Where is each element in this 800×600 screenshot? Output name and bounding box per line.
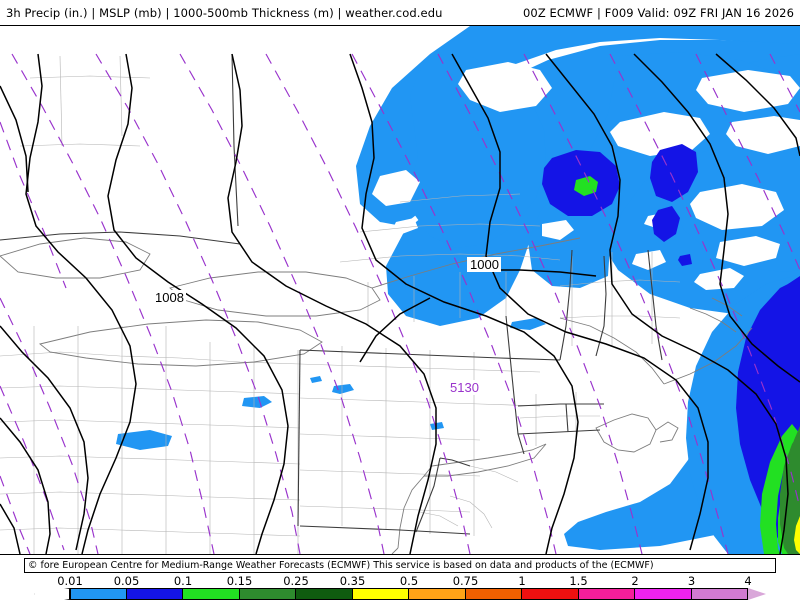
isobar-label-1000: 1000 [467,257,501,272]
precip-shading-layer [116,26,800,554]
isobar-label-1000-text: 1000 [470,257,499,272]
ecmwf-attribution: © fore European Centre for Medium-Range … [24,558,776,573]
mslp-isobars-layer [0,53,800,554]
colorbar-color-strip [0,588,800,600]
precip-band-0p05-nh [650,144,698,202]
header-right-model-info: 00Z ECMWF | F009 Valid: 09Z FRI JAN 16 2… [522,6,794,20]
isobar-label-1008: 1008 [152,290,186,305]
precip-patch-small4 [510,318,546,330]
precip-band-0p01-ne2 [528,52,800,288]
colorbar-block-5 [352,588,409,600]
colorbar-block-0 [70,588,127,600]
colorbar-block-11 [691,588,748,600]
colorbar-block-8 [522,588,579,600]
colorbar-tick-10: 2 [631,574,639,588]
precip-band-0p1-offshore2 [760,424,800,554]
precip-patch-small5 [430,422,444,430]
colorbar-over-arrow [748,588,766,600]
thickness-label-5130-text: 5130 [450,380,479,395]
colorbar-block-9 [578,588,635,600]
colorbar-tick-3: 0.15 [226,574,253,588]
contour-labels-layer: 1008 1000 5130 [152,257,501,395]
colorbar-tick-1: 0.05 [113,574,140,588]
precip-band-0p1-vt-core [574,176,598,196]
thickness-label-5130: 5130 [447,380,483,395]
colorbar-tick-5: 0.35 [339,574,366,588]
precip-colorbar[interactable]: 0.01 0.05 0.1 0.15 0.25 0.35 0.5 0.75 1 1.5 2 3 4 [0,574,800,600]
precip-gaps [372,62,800,302]
map-graphic: 1008 1000 5130 [0,26,800,554]
colorbar-block-10 [635,588,692,600]
precip-patch-small1 [242,396,272,408]
state-borders-layer [0,53,663,535]
map-header: 3h Precip (in.) | MSLP (mb) | 1000-500mb… [0,0,800,25]
isobar-label-1008-text: 1008 [155,290,184,305]
precip-band-0p15-offshore2 [786,426,800,554]
colorbar-tick-7: 0.75 [452,574,479,588]
colorbar-block-4 [296,588,353,600]
colorbar-block-7 [465,588,522,600]
header-left-title: 3h Precip (in.) | MSLP (mb) | 1000-500mb… [6,6,443,20]
colorbar-tick-labels: 0.01 0.05 0.1 0.15 0.25 0.35 0.5 0.75 1 1.5 2 3 4 [0,574,800,588]
precip-band-0p05-tiny [678,254,692,266]
colorbar-tick-9: 1.5 [569,574,588,588]
precip-patch-small2 [332,384,354,394]
colorbar-tick-6: 0.5 [399,574,419,588]
colorbar-tick-4: 0.25 [283,574,309,588]
colorbar-tick-11: 3 [687,574,696,588]
colorbar-tick-8: 1 [518,574,526,588]
colorbar-tick-12: 4 [744,574,752,588]
map-canvas[interactable]: 1008 1000 5130 [0,25,800,555]
colorbar-tick-2: 0.1 [173,574,193,588]
precip-patch-lake-erie [116,430,172,450]
thickness-contours-layer [0,53,800,554]
colorbar-block-6 [409,588,466,600]
precip-patch-small3 [310,376,322,383]
colorbar-block-2 [183,588,240,600]
colorbar-block-3 [239,588,296,600]
county-borders-layer [0,55,681,554]
colorbar-block-1 [126,588,183,600]
precip-band-0p05-nh2 [652,206,680,242]
colorbar-under-arrow [34,588,70,600]
colorbar-tick-0: 0.01 [57,574,83,588]
precip-band-0p35-sliver [794,516,800,554]
